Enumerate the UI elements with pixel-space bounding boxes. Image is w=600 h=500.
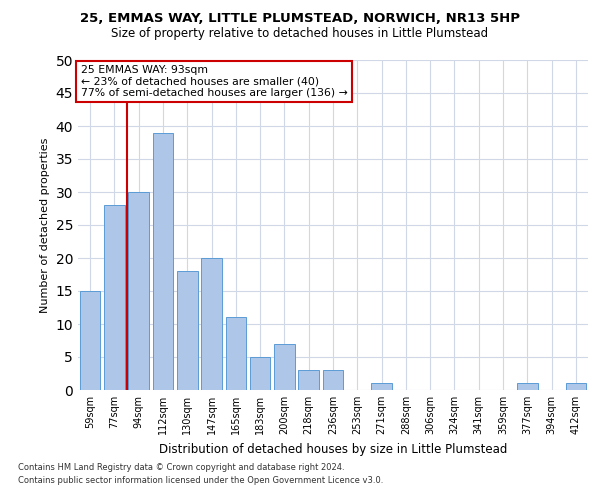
Bar [371, 384, 392, 390]
Bar [298, 370, 319, 390]
Bar [566, 384, 586, 390]
Bar [226, 318, 246, 390]
Bar [80, 291, 100, 390]
Bar [152, 132, 173, 390]
Bar [274, 344, 295, 390]
Bar [128, 192, 149, 390]
Text: Distribution of detached houses by size in Little Plumstead: Distribution of detached houses by size … [159, 442, 507, 456]
Text: 25 EMMAS WAY: 93sqm
← 23% of detached houses are smaller (40)
77% of semi-detach: 25 EMMAS WAY: 93sqm ← 23% of detached ho… [80, 65, 347, 98]
Bar [177, 271, 197, 390]
Y-axis label: Number of detached properties: Number of detached properties [40, 138, 50, 312]
Text: Contains public sector information licensed under the Open Government Licence v3: Contains public sector information licen… [18, 476, 383, 485]
Bar [323, 370, 343, 390]
Bar [250, 357, 271, 390]
Text: Contains HM Land Registry data © Crown copyright and database right 2024.: Contains HM Land Registry data © Crown c… [18, 462, 344, 471]
Text: 25, EMMAS WAY, LITTLE PLUMSTEAD, NORWICH, NR13 5HP: 25, EMMAS WAY, LITTLE PLUMSTEAD, NORWICH… [80, 12, 520, 26]
Text: Size of property relative to detached houses in Little Plumstead: Size of property relative to detached ho… [112, 28, 488, 40]
Bar [201, 258, 222, 390]
Bar [517, 384, 538, 390]
Bar [104, 205, 125, 390]
